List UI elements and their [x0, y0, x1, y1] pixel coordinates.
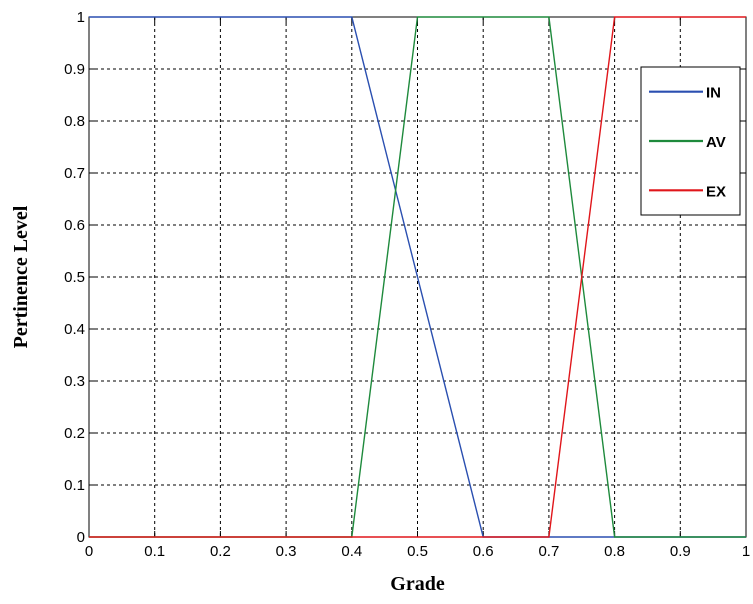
y-tick-label: 0.4 [64, 321, 85, 338]
x-tick-label: 0.2 [210, 543, 231, 560]
y-tick-label: 0.8 [64, 113, 85, 130]
x-tick-label: 0.4 [341, 543, 362, 560]
y-tick-label: 0.1 [64, 477, 85, 494]
y-tick-label: 0.6 [64, 217, 85, 234]
y-axis-label: Pertinence Level [10, 205, 32, 348]
legend-label-in: IN [706, 85, 721, 102]
y-tick-label: 0.7 [64, 165, 85, 182]
x-tick-label: 0.5 [407, 543, 428, 560]
x-tick-label: 0 [85, 543, 93, 560]
x-axis-label: Grade [390, 573, 445, 595]
series-lines [89, 16, 746, 538]
legend-label-av: AV [706, 134, 726, 151]
grid [89, 17, 746, 537]
y-tick-label: 0.9 [64, 61, 85, 78]
x-tick-label: 1 [742, 543, 750, 560]
tick-labels: 0 0.1 0.2 0.3 0.4 0.5 0.6 0.7 0.8 0.9 1 0 0.1 0.2 0.3 0… [64, 9, 750, 560]
legend-label-ex: EX [706, 183, 726, 200]
series-line-ex [89, 16, 746, 538]
y-tick-label: 0.5 [64, 269, 85, 286]
y-tick-label: 0 [77, 529, 85, 546]
x-tick-label: 0.6 [473, 543, 494, 560]
y-tick-label: 1 [77, 9, 85, 26]
y-tick-label: 0.3 [64, 373, 85, 390]
y-tick-label: 0.2 [64, 425, 85, 442]
x-tick-label: 0.1 [144, 543, 165, 560]
x-tick-label: 0.3 [276, 543, 297, 560]
x-tick-label: 0.8 [604, 543, 625, 560]
legend: IN AV EX [640, 66, 741, 216]
x-tick-label: 0.7 [538, 543, 559, 560]
x-tick-label: 0.9 [670, 543, 691, 560]
